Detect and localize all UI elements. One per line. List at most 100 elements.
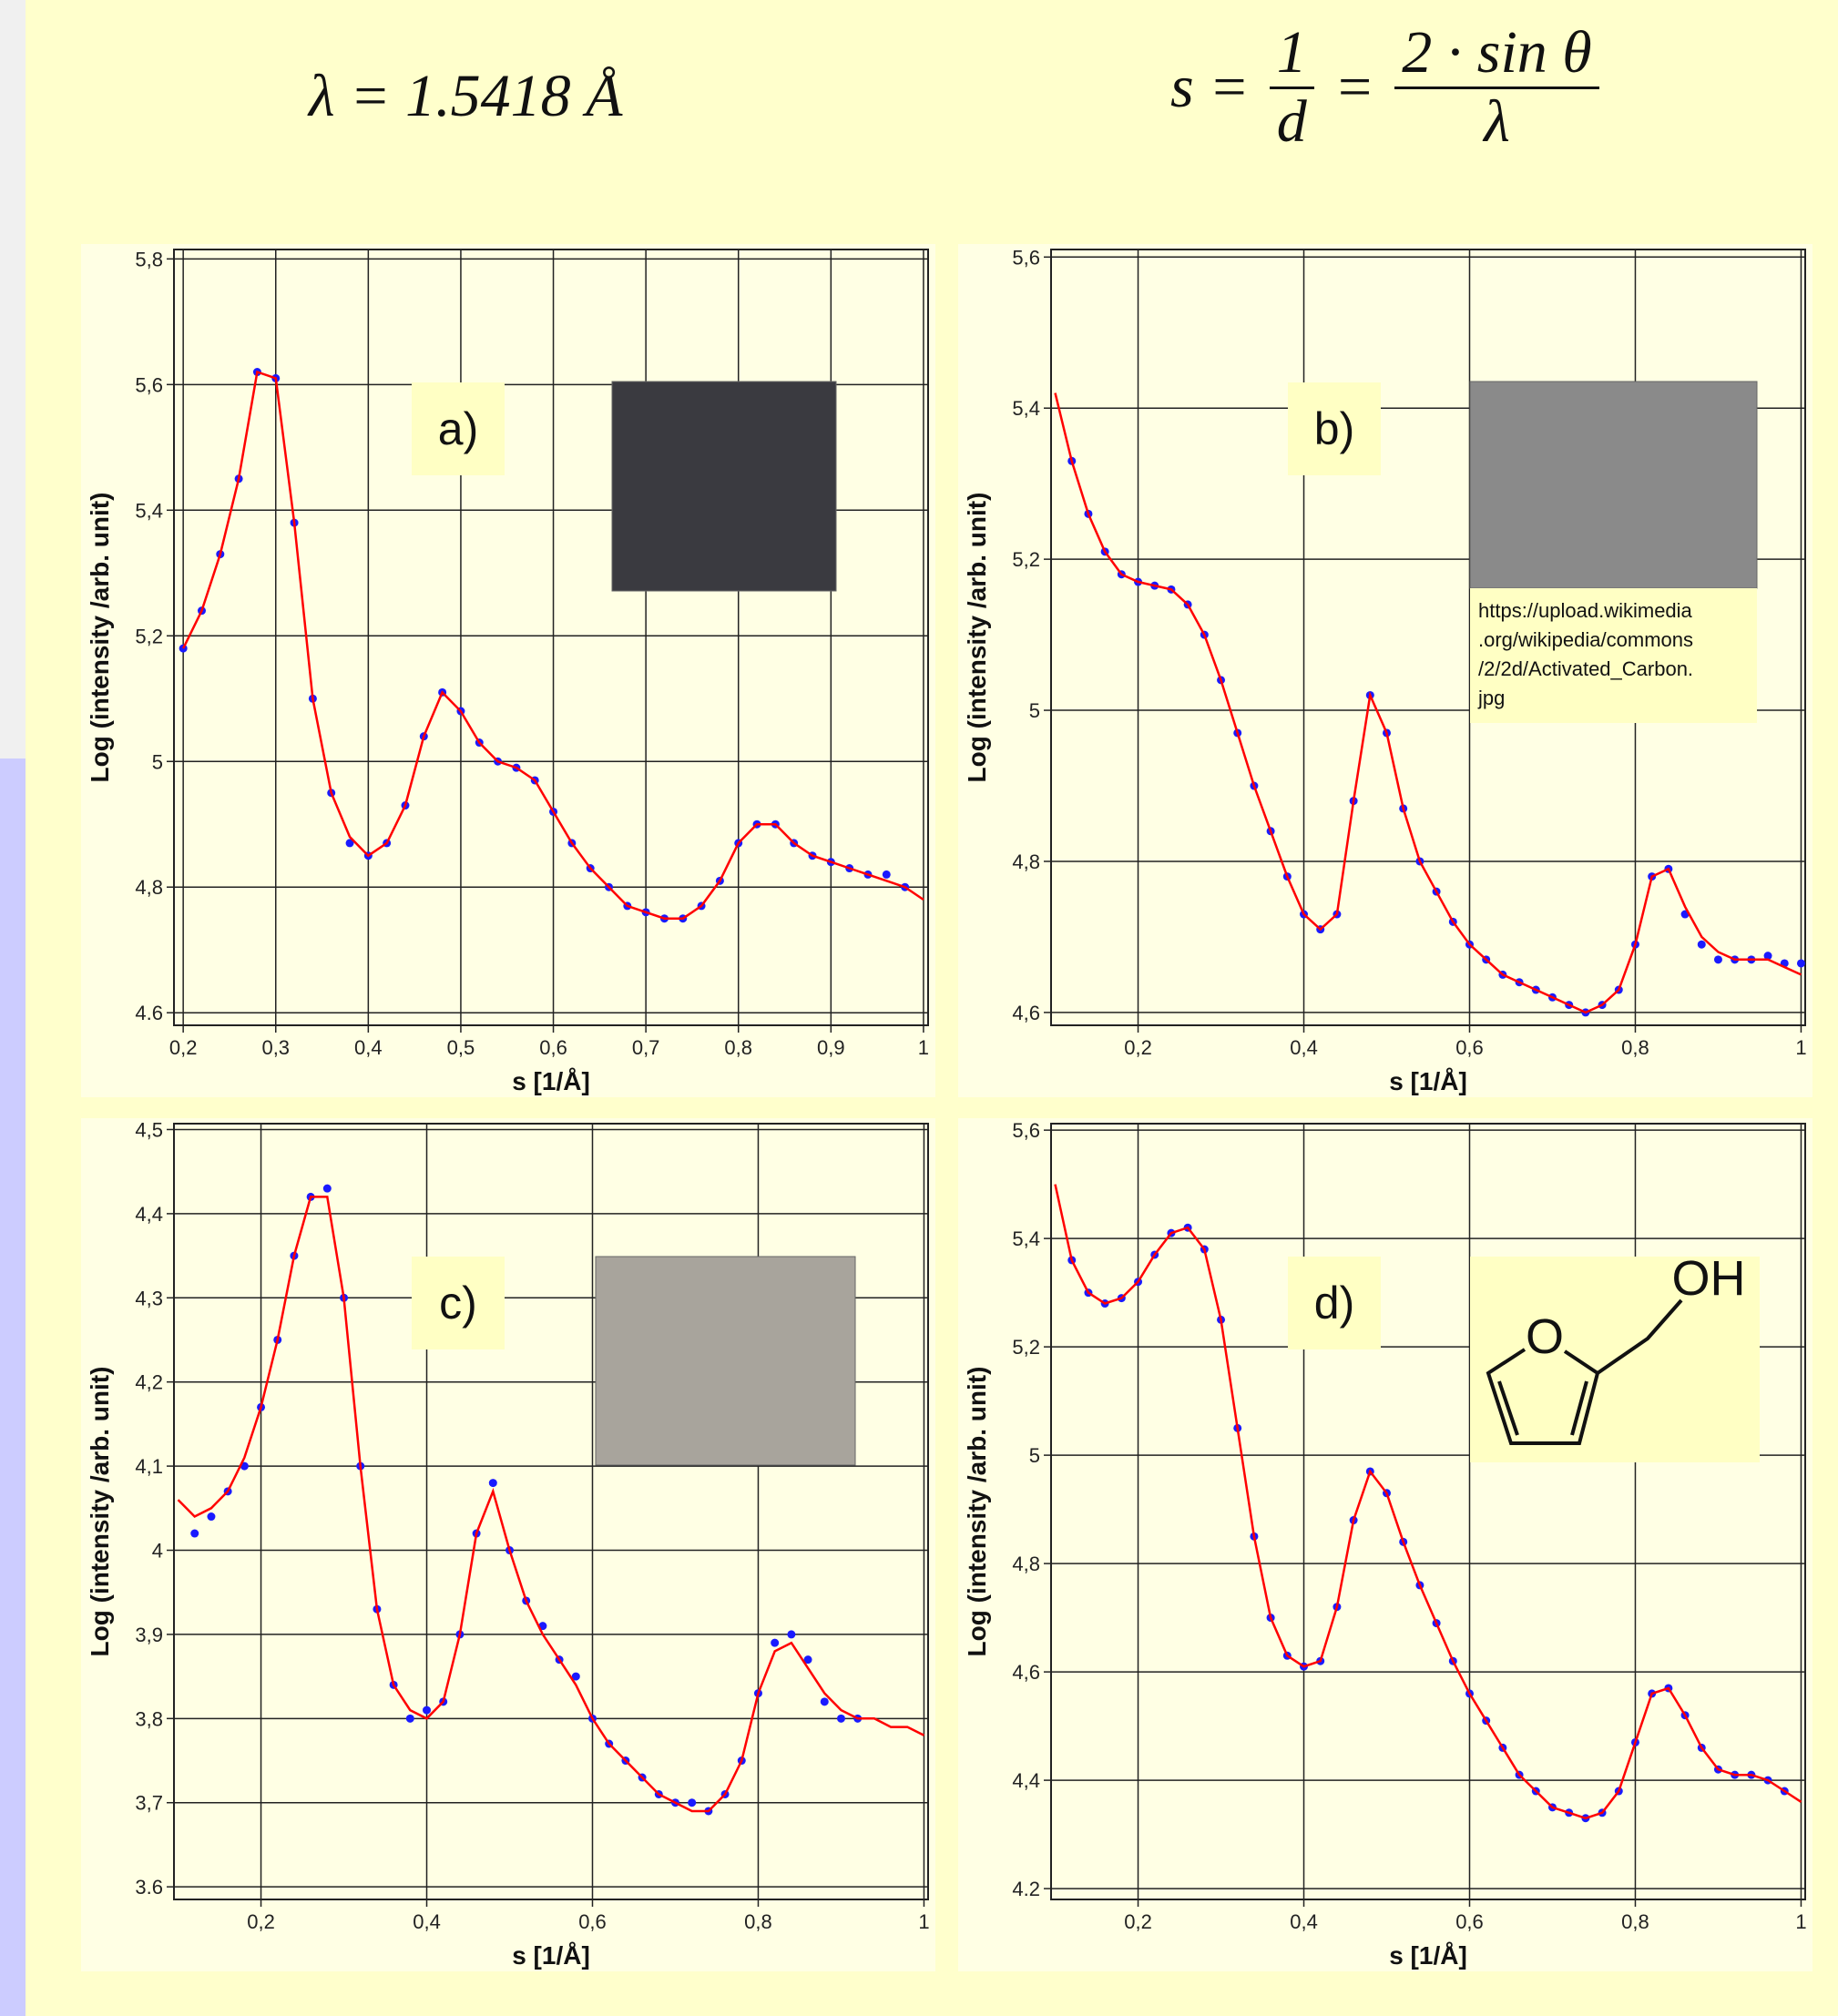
data-point bbox=[821, 1697, 829, 1705]
image-caption: jpg bbox=[1477, 687, 1505, 709]
y-axis-label: Log (intensity /arb. unit) bbox=[963, 1367, 991, 1657]
x-axis-label: s [1/Å] bbox=[512, 1941, 590, 1970]
denominator: λ bbox=[1476, 89, 1517, 156]
y-tick-label: 4,1 bbox=[135, 1455, 163, 1478]
data-point bbox=[883, 871, 891, 879]
data-point bbox=[423, 1706, 431, 1715]
formula-text: = bbox=[1334, 53, 1375, 122]
y-tick-label: 5,2 bbox=[1012, 1336, 1040, 1359]
image-caption: .org/wikipedia/commons bbox=[1478, 628, 1693, 651]
data-point bbox=[837, 1715, 845, 1723]
y-tick-label: 4,8 bbox=[1012, 1553, 1040, 1575]
data-point bbox=[406, 1715, 414, 1723]
x-tick-label: 0,6 bbox=[578, 1910, 607, 1933]
inset-photo bbox=[1470, 382, 1757, 588]
data-point bbox=[190, 1530, 199, 1538]
y-tick-label: 4.6 bbox=[135, 1002, 163, 1024]
formula-text: s = bbox=[1170, 53, 1250, 122]
y-axis-label: Log (intensity /arb. unit) bbox=[86, 493, 114, 783]
y-axis-label: Log (intensity /arb. unit) bbox=[86, 1367, 114, 1657]
y-tick-label: 5,6 bbox=[1012, 1119, 1040, 1142]
data-point bbox=[1698, 941, 1706, 949]
panel-label: d) bbox=[1314, 1278, 1354, 1329]
y-tick-label: 5 bbox=[1029, 1444, 1040, 1467]
x-tick-label: 1 bbox=[1795, 1910, 1806, 1933]
x-axis-label: s [1/Å] bbox=[1389, 1067, 1467, 1095]
x-tick-label: 0,2 bbox=[169, 1036, 198, 1059]
x-tick-label: 0,4 bbox=[1290, 1036, 1318, 1059]
x-tick-label: 0,5 bbox=[447, 1036, 475, 1059]
panel-label: c) bbox=[439, 1278, 477, 1329]
y-tick-label: 3,8 bbox=[135, 1707, 163, 1730]
x-tick-label: 0,9 bbox=[817, 1036, 845, 1059]
data-point bbox=[489, 1479, 497, 1487]
y-tick-label: 5,4 bbox=[1012, 1227, 1040, 1250]
y-tick-label: 3.6 bbox=[135, 1876, 163, 1899]
atom-label: OH bbox=[1672, 1251, 1746, 1306]
y-tick-label: 4,6 bbox=[1012, 1661, 1040, 1684]
y-tick-label: 4.2 bbox=[1012, 1878, 1040, 1900]
x-axis-label: s [1/Å] bbox=[1389, 1941, 1467, 1970]
wavelength-formula: λ = 1.5418 Å bbox=[309, 62, 622, 131]
y-tick-label: 5,4 bbox=[135, 499, 163, 522]
y-tick-label: 5,8 bbox=[135, 248, 163, 270]
formula-text: λ = 1.5418 Å bbox=[309, 62, 622, 131]
inset-photo bbox=[612, 382, 836, 591]
x-tick-label: 0,8 bbox=[724, 1036, 752, 1059]
numerator: 2 · sin θ bbox=[1394, 20, 1598, 89]
x-tick-label: 0,2 bbox=[1124, 1036, 1152, 1059]
y-tick-label: 4,4 bbox=[1012, 1769, 1040, 1792]
x-tick-label: 0,4 bbox=[413, 1910, 441, 1933]
data-point bbox=[207, 1512, 215, 1521]
y-tick-label: 3,7 bbox=[135, 1792, 163, 1815]
x-tick-label: 1 bbox=[918, 1910, 929, 1933]
y-tick-label: 5,6 bbox=[135, 373, 163, 396]
data-point bbox=[771, 1639, 779, 1647]
x-tick-label: 0,7 bbox=[632, 1036, 660, 1059]
y-tick-label: 5,6 bbox=[1012, 246, 1040, 269]
page: λ = 1.5418 Å s = 1d = 2 · sin θλ 4.6 4,8 5… bbox=[0, 0, 1838, 2016]
x-tick-label: 0,2 bbox=[247, 1910, 275, 1933]
data-point bbox=[1714, 955, 1722, 963]
image-caption: /2/2d/Activated_Carbon. bbox=[1478, 657, 1693, 680]
y-tick-label: 5 bbox=[152, 750, 163, 773]
panel-background bbox=[958, 1118, 1812, 1971]
x-tick-label: 0,6 bbox=[539, 1036, 567, 1059]
y-tick-label: 4,8 bbox=[1012, 850, 1040, 873]
y-tick-label: 3,9 bbox=[135, 1624, 163, 1646]
x-tick-label: 1 bbox=[918, 1036, 929, 1059]
atom-label: O bbox=[1526, 1309, 1564, 1364]
y-tick-label: 5,2 bbox=[1012, 548, 1040, 571]
y-tick-label: 5,2 bbox=[135, 625, 163, 647]
data-point bbox=[787, 1630, 795, 1638]
y-tick-label: 5 bbox=[1029, 699, 1040, 722]
y-tick-label: 4,2 bbox=[135, 1371, 163, 1394]
y-tick-label: 4,3 bbox=[135, 1287, 163, 1309]
inset-photo bbox=[596, 1257, 855, 1465]
x-tick-label: 0,8 bbox=[744, 1910, 772, 1933]
y-tick-label: 4,5 bbox=[135, 1118, 163, 1141]
x-tick-label: 0,6 bbox=[1455, 1910, 1484, 1933]
y-tick-label: 4 bbox=[152, 1540, 163, 1563]
y-tick-label: 4,8 bbox=[135, 876, 163, 899]
data-point bbox=[323, 1185, 332, 1193]
x-tick-label: 0,8 bbox=[1621, 1910, 1649, 1933]
x-tick-label: 0,2 bbox=[1124, 1910, 1152, 1933]
y-tick-label: 5,4 bbox=[1012, 397, 1040, 420]
molecule: O OH bbox=[1470, 1251, 1760, 1462]
image-caption: https://upload.wikimedia bbox=[1478, 599, 1693, 622]
x-tick-label: 0,4 bbox=[1290, 1910, 1318, 1933]
data-point bbox=[1797, 959, 1805, 967]
x-tick-label: 0,4 bbox=[354, 1036, 383, 1059]
chart-panel: 3.63,73,83,944,14,24,34,44,50,20,40,60,8… bbox=[81, 1118, 935, 1971]
panel-background bbox=[81, 244, 935, 1097]
y-axis-label: Log (intensity /arb. unit) bbox=[963, 493, 991, 783]
chart-panel: 4.2 4,4 4,6 4,8 5 5,2 5,4 5,6 0,2 0,4 0,6 0,8 1 s [1/… bbox=[958, 1118, 1812, 1971]
data-point bbox=[688, 1798, 696, 1807]
side-strip bbox=[0, 0, 26, 759]
x-tick-label: 0,8 bbox=[1621, 1036, 1649, 1059]
numerator: 1 bbox=[1270, 20, 1314, 89]
